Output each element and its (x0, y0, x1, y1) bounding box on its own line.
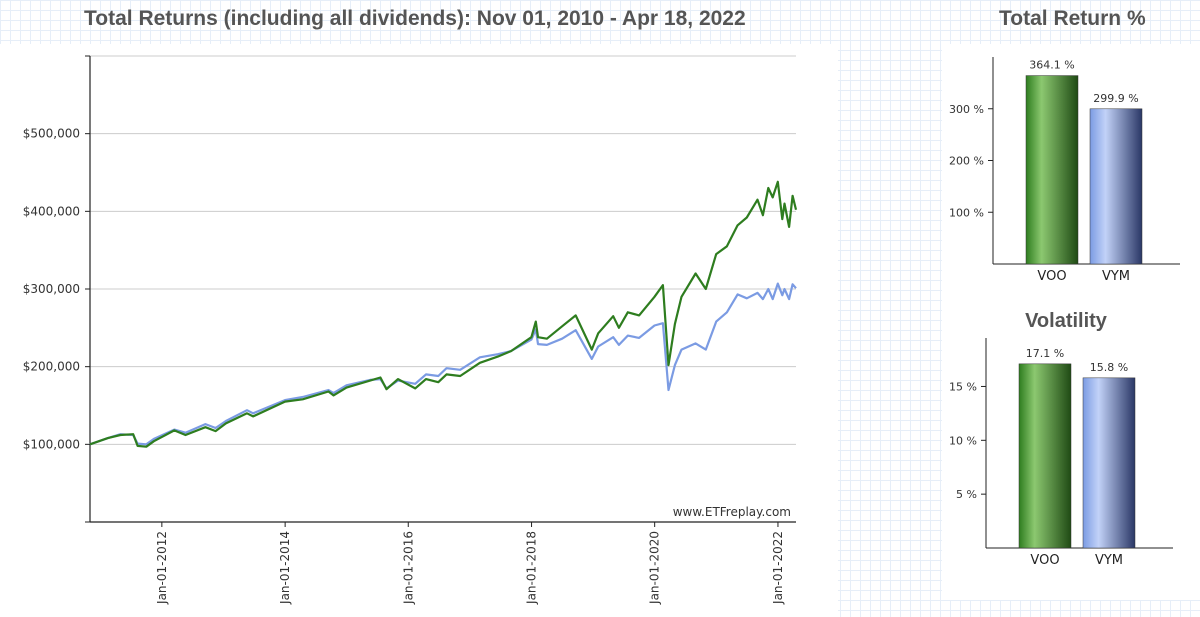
bar-charts: 100 % 200 % 300 % 364.1 % VOO 299.9 % VYM Vola… (949, 57, 1180, 568)
y-tick-label: $300,000 (23, 282, 80, 296)
y-tick-label: 10 % (949, 434, 977, 447)
series-lines (89, 180, 798, 448)
watermark[interactable]: www.ETFreplay.com (673, 505, 791, 519)
y-tick-label: $500,000 (23, 127, 80, 141)
bar-value-label: 17.1 % (1026, 347, 1064, 360)
y-tick-label: 5 % (956, 488, 977, 501)
volatility-bar-chart: 5 % 10 % 15 % 17.1 % VOO 15.8 % VYM (949, 338, 1173, 568)
x-tick-label: Jan-01-2020 (648, 531, 662, 605)
category-label: VYM (1095, 553, 1123, 568)
total-return-title: Total Return % (999, 7, 1146, 30)
gridlines (90, 55, 796, 445)
bar-voo (1025, 75, 1079, 265)
line-chart: $100,000 $200,000 $300,000 $400,000 $500,000… (23, 55, 798, 605)
category-label: VOO (1030, 553, 1059, 568)
series-line-vym (89, 282, 797, 446)
x-tick-label: Jan-01-2022 (771, 531, 785, 605)
bar-value-label: 299.9 % (1093, 92, 1138, 105)
y-tick-label: 100 % (949, 206, 984, 219)
bar-voo (1018, 363, 1072, 549)
bar-vym (1089, 108, 1143, 265)
category-label: VOO (1037, 269, 1066, 284)
x-tick-label: Jan-01-2014 (278, 531, 292, 605)
main-chart-title: Total Returns (including all dividends):… (84, 7, 746, 30)
y-tick-label: $200,000 (23, 360, 80, 374)
y-tick-label: 200 % (949, 155, 984, 168)
x-axis-ticks: Jan-01-2012 Jan-01-2014 Jan-01-2016 Jan-01-… (155, 522, 785, 605)
y-tick-label: 300 % (949, 103, 984, 116)
y-tick-label: 15 % (949, 380, 977, 393)
x-tick-label: Jan-01-2016 (401, 531, 415, 605)
category-label: VYM (1102, 269, 1130, 284)
x-tick-label: Jan-01-2012 (155, 531, 169, 605)
bar-value-label: 364.1 % (1029, 59, 1074, 72)
x-tick-label: Jan-01-2018 (525, 531, 539, 605)
bar-vym (1082, 377, 1136, 549)
y-tick-label: $100,000 (23, 437, 80, 451)
series-line-voo (89, 180, 798, 448)
y-tick-label: $400,000 (23, 204, 80, 218)
total-return-bar-chart: 100 % 200 % 300 % 364.1 % VOO 299.9 % VYM (949, 57, 1180, 284)
y-axis-ticks: $100,000 $200,000 $300,000 $400,000 $500,000 (23, 55, 90, 523)
volatility-title: Volatility (1025, 310, 1108, 332)
bar-value-label: 15.8 % (1090, 361, 1128, 374)
